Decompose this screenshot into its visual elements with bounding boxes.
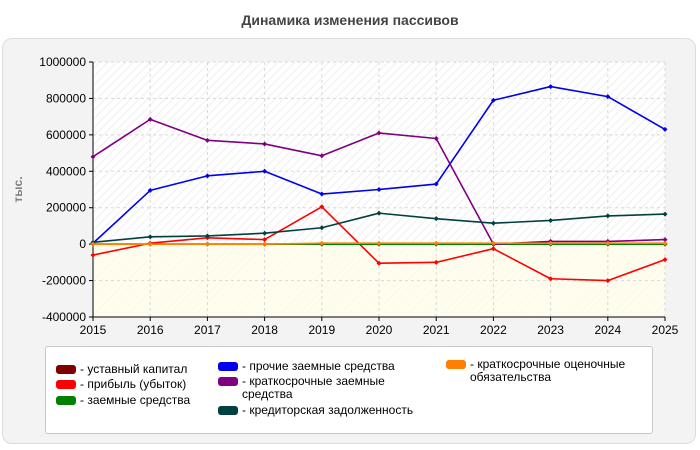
x-tick-label: 2023 [537,323,564,337]
series-point-5 [319,225,325,231]
series-point-1 [605,278,611,284]
series-point-3 [376,187,382,192]
y-tick-label: 0 [79,237,86,251]
y-tick-label: 800000 [46,91,86,105]
series-point-5 [147,234,153,240]
series-point-5 [490,220,496,226]
series-point-6 [433,240,439,246]
y-tick-label: 600000 [46,128,86,142]
legend-swatch [218,362,238,371]
series-point-1 [490,246,496,252]
series-point-6 [605,240,611,246]
series-point-3 [548,84,554,90]
series-point-4 [662,237,668,243]
series-point-3 [204,173,210,179]
legend-item: - уставный капитал [56,363,211,376]
series-point-3 [262,168,268,174]
legend-label: - краткосрочные оценочные обязательства [470,357,626,384]
legend-label: - прочие заемные средства [242,359,395,373]
series-point-4 [204,137,210,143]
x-tick-label: 2018 [251,323,278,337]
x-tick-label: 2022 [480,323,507,337]
chart-legend: - уставный капитал - прибыль (убыток) - за… [45,346,653,434]
series-point-6 [147,241,153,247]
series-point-3 [319,191,325,197]
series-point-6 [662,240,668,246]
y-tick-label: -200000 [42,274,86,288]
series-point-1 [662,257,668,263]
x-tick-label: 2015 [80,323,107,337]
series-point-6 [204,241,210,247]
series-point-5 [548,217,554,223]
y-tick-label: 200000 [46,201,86,215]
legend-label: - кредиторская задолженность [242,403,414,417]
series-point-1 [319,204,325,210]
legend-item: - краткосрочные оценочные обязательства [446,358,646,384]
series-point-5 [662,211,668,217]
legend-swatch [56,380,76,389]
series-point-1 [433,259,439,265]
x-tick-label: 2019 [308,323,335,337]
series-point-6 [90,241,96,247]
x-tick-label: 2021 [423,323,450,337]
series-point-6 [262,241,268,247]
legend-label: - краткосрочные заемные средства [242,374,385,401]
series-point-1 [262,237,268,243]
y-tick-label: 400000 [46,164,86,178]
series-point-3 [433,181,439,187]
series-point-4 [262,141,268,147]
legend-label: - уставный капитал [80,362,188,376]
series-point-4 [147,116,153,122]
legend-item: - прибыль (убыток) [56,378,211,391]
series-point-5 [204,233,210,239]
series-point-1 [90,252,96,258]
series-point-1 [548,276,554,282]
y-tick-label: 1000000 [39,55,86,69]
y-tick-label: -400000 [42,310,86,324]
series-point-6 [490,240,496,246]
legend-item: - прочие заемные средства [218,360,428,373]
series-point-5 [433,216,439,222]
series-point-6 [548,240,554,246]
legend-item: - кредиторская задолженность [218,404,438,417]
legend-label: - заемные средства [80,393,191,407]
x-tick-label: 2025 [652,323,679,337]
series-point-5 [605,213,611,219]
legend-swatch [56,396,76,405]
x-tick-label: 2020 [366,323,393,337]
series-point-3 [605,94,611,100]
chart-title: Динамика изменения пассивов [241,12,459,28]
y-axis-title: тыс. [11,176,25,202]
series-point-5 [262,230,268,236]
legend-swatch [218,406,238,415]
legend-swatch [446,360,466,369]
series-point-4 [433,136,439,141]
series-point-4 [90,154,96,160]
x-tick-label: 2024 [594,323,621,337]
legend-swatch [56,365,76,374]
series-point-3 [147,187,153,193]
series-point-4 [376,130,382,136]
series-point-1 [376,260,382,266]
legend-item: - краткосрочные заемные средства [218,375,398,401]
series-point-4 [319,153,325,159]
legend-item: - заемные средства [56,394,211,407]
x-tick-label: 2017 [194,323,221,337]
legend-swatch [218,377,238,386]
series-point-3 [662,126,668,132]
legend-label: - прибыль (убыток) [80,377,187,391]
series-point-6 [376,240,382,246]
series-point-3 [490,97,496,103]
series-point-6 [319,240,325,246]
x-tick-label: 2016 [137,323,164,337]
series-point-5 [376,210,382,216]
